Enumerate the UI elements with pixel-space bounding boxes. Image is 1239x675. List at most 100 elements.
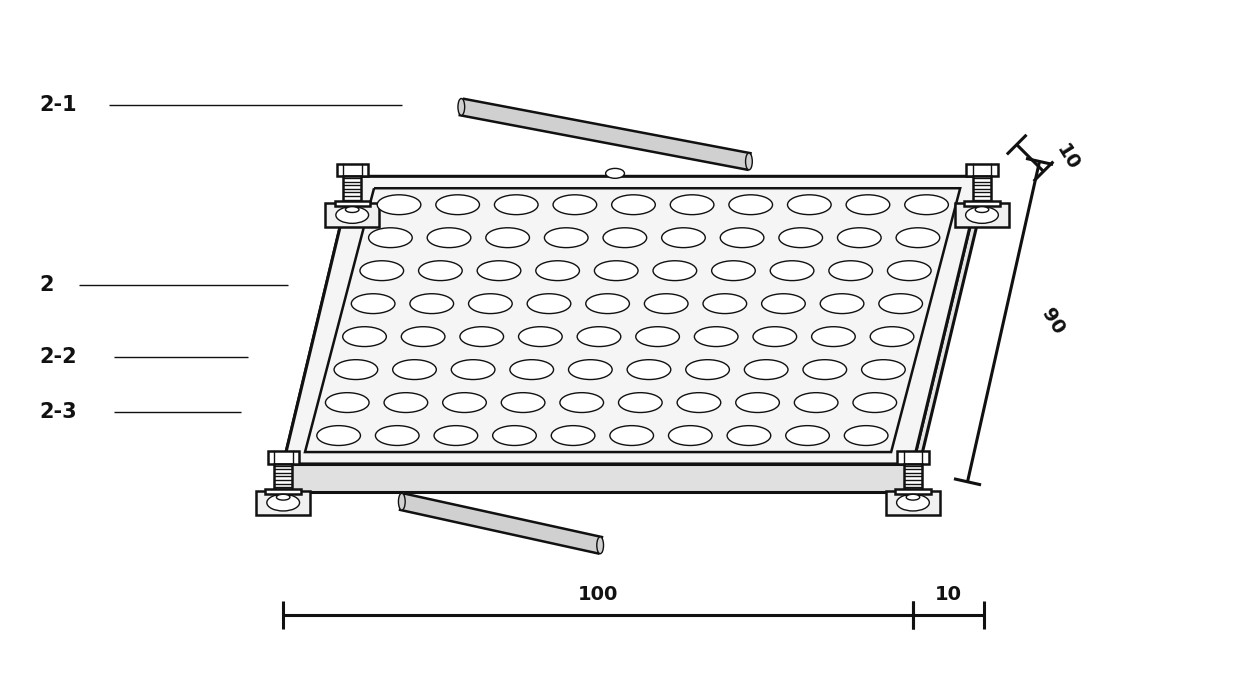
- Text: 2-1: 2-1: [40, 95, 77, 115]
- Ellipse shape: [669, 426, 712, 446]
- Ellipse shape: [612, 195, 655, 215]
- Ellipse shape: [812, 327, 855, 346]
- Polygon shape: [460, 99, 751, 169]
- Polygon shape: [913, 176, 983, 491]
- Ellipse shape: [887, 261, 932, 281]
- Ellipse shape: [803, 360, 846, 379]
- Ellipse shape: [486, 227, 529, 248]
- Polygon shape: [284, 176, 983, 464]
- Ellipse shape: [711, 261, 756, 281]
- Ellipse shape: [670, 195, 714, 215]
- Ellipse shape: [266, 494, 300, 511]
- Ellipse shape: [662, 227, 705, 248]
- Ellipse shape: [694, 327, 738, 346]
- Ellipse shape: [829, 261, 872, 281]
- Ellipse shape: [434, 426, 478, 446]
- Ellipse shape: [753, 327, 797, 346]
- Ellipse shape: [393, 360, 436, 379]
- Ellipse shape: [577, 327, 621, 346]
- Ellipse shape: [627, 360, 670, 379]
- Ellipse shape: [653, 261, 696, 281]
- Text: 2-3: 2-3: [40, 402, 77, 423]
- Bar: [335, 201, 370, 206]
- Bar: [274, 464, 292, 489]
- Bar: [955, 203, 1010, 227]
- Ellipse shape: [527, 294, 571, 314]
- Ellipse shape: [377, 195, 421, 215]
- Ellipse shape: [846, 195, 890, 215]
- Bar: [343, 176, 361, 201]
- Ellipse shape: [878, 294, 923, 314]
- Ellipse shape: [906, 494, 919, 500]
- Ellipse shape: [678, 393, 721, 412]
- Ellipse shape: [399, 493, 405, 510]
- Ellipse shape: [519, 327, 563, 346]
- Ellipse shape: [965, 207, 999, 223]
- Bar: [337, 164, 368, 176]
- Ellipse shape: [368, 227, 413, 248]
- Polygon shape: [284, 176, 352, 491]
- Polygon shape: [284, 464, 913, 491]
- Ellipse shape: [644, 294, 688, 314]
- Ellipse shape: [384, 393, 427, 412]
- Text: 10: 10: [935, 585, 963, 604]
- Ellipse shape: [727, 426, 771, 446]
- Ellipse shape: [586, 294, 629, 314]
- Ellipse shape: [569, 360, 612, 379]
- Ellipse shape: [442, 393, 486, 412]
- Bar: [904, 464, 922, 489]
- Bar: [973, 176, 991, 201]
- Ellipse shape: [458, 99, 465, 115]
- Text: 100: 100: [577, 585, 618, 604]
- Ellipse shape: [788, 195, 831, 215]
- Bar: [256, 491, 311, 514]
- Ellipse shape: [276, 494, 290, 500]
- Ellipse shape: [852, 393, 897, 412]
- Ellipse shape: [897, 494, 929, 511]
- Ellipse shape: [736, 393, 779, 412]
- Ellipse shape: [595, 261, 638, 281]
- Ellipse shape: [551, 426, 595, 446]
- Ellipse shape: [746, 153, 752, 170]
- Text: 2: 2: [40, 275, 55, 296]
- Polygon shape: [284, 176, 983, 464]
- Text: 10: 10: [1053, 142, 1083, 174]
- Ellipse shape: [535, 261, 580, 281]
- Ellipse shape: [896, 227, 939, 248]
- Bar: [268, 452, 299, 464]
- Text: 2-2: 2-2: [40, 347, 77, 367]
- Ellipse shape: [477, 261, 520, 281]
- Ellipse shape: [502, 393, 545, 412]
- Ellipse shape: [685, 360, 730, 379]
- Ellipse shape: [603, 227, 647, 248]
- Ellipse shape: [468, 294, 512, 314]
- Ellipse shape: [494, 195, 538, 215]
- Ellipse shape: [762, 294, 805, 314]
- Ellipse shape: [720, 227, 764, 248]
- Ellipse shape: [352, 294, 395, 314]
- Ellipse shape: [336, 207, 368, 223]
- Ellipse shape: [544, 227, 589, 248]
- Ellipse shape: [610, 426, 653, 446]
- Ellipse shape: [401, 327, 445, 346]
- Polygon shape: [400, 493, 602, 554]
- Ellipse shape: [375, 426, 419, 446]
- Ellipse shape: [861, 360, 906, 379]
- Ellipse shape: [779, 227, 823, 248]
- Ellipse shape: [460, 327, 503, 346]
- Ellipse shape: [618, 393, 662, 412]
- Ellipse shape: [451, 360, 494, 379]
- Ellipse shape: [838, 227, 881, 248]
- Ellipse shape: [975, 207, 989, 213]
- Ellipse shape: [745, 360, 788, 379]
- Bar: [897, 452, 928, 464]
- Ellipse shape: [510, 360, 554, 379]
- Bar: [964, 201, 1000, 206]
- Bar: [896, 489, 930, 493]
- Ellipse shape: [343, 327, 387, 346]
- Ellipse shape: [794, 393, 838, 412]
- Ellipse shape: [844, 426, 888, 446]
- Ellipse shape: [335, 360, 378, 379]
- Ellipse shape: [493, 426, 536, 446]
- Ellipse shape: [597, 537, 603, 553]
